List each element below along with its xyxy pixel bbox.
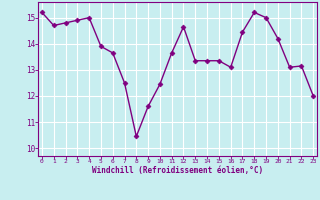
X-axis label: Windchill (Refroidissement éolien,°C): Windchill (Refroidissement éolien,°C) <box>92 166 263 175</box>
